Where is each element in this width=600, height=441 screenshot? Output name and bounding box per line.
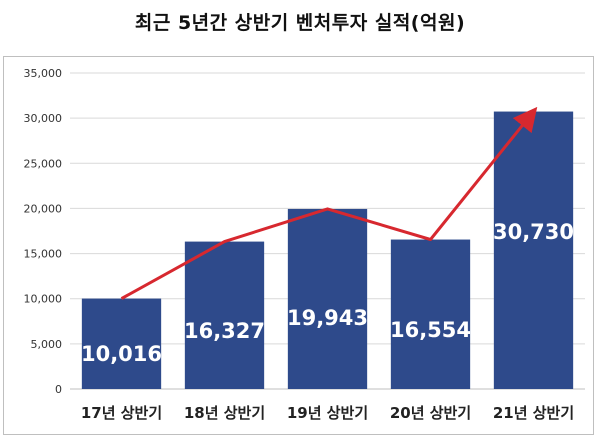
bar (493, 111, 574, 389)
y-tick-label: 20,000 (24, 202, 63, 215)
bar (390, 239, 471, 389)
data-label: 19,943 (287, 306, 368, 330)
x-tick-label: 18년 상반기 (184, 404, 265, 422)
y-tick-label: 25,000 (24, 157, 63, 170)
bar (287, 208, 368, 389)
x-tick-label: 17년 상반기 (81, 404, 162, 422)
y-tick-label: 15,000 (24, 248, 63, 261)
x-tick-label: 20년 상반기 (390, 404, 471, 422)
chart-frame (3, 56, 594, 435)
data-label: 16,554 (390, 318, 471, 342)
y-tick-label: 5,000 (31, 338, 63, 351)
x-tick-label: 21년 상반기 (493, 404, 574, 422)
data-label: 10,016 (81, 342, 162, 366)
data-label: 16,327 (184, 319, 265, 343)
y-tick-label: 0 (55, 383, 62, 396)
y-tick-label: 35,000 (24, 67, 63, 80)
data-label: 30,730 (493, 220, 574, 244)
chart-title: 최근 5년간 상반기 벤처투자 실적(억원) (134, 12, 466, 34)
y-tick-label: 30,000 (24, 112, 63, 125)
x-tick-label: 19년 상반기 (287, 404, 368, 422)
bar (184, 241, 265, 389)
y-tick-label: 10,000 (24, 293, 63, 306)
bar (81, 298, 162, 389)
trend-line (120, 106, 538, 300)
